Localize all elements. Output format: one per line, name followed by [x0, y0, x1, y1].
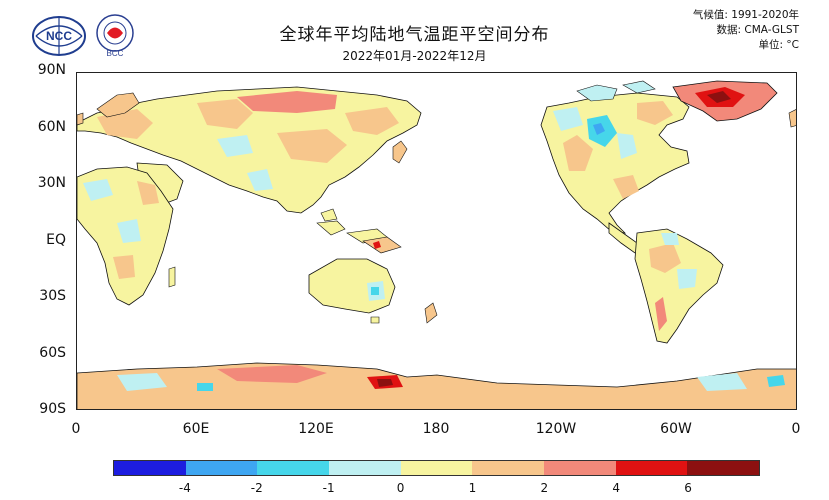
africa-warm-patch — [137, 181, 159, 205]
lat-label-30s: 30S — [39, 288, 66, 304]
color-scale-swatch — [687, 461, 760, 475]
antarctica-landmass — [77, 362, 796, 409]
india-cool-patch — [247, 169, 273, 191]
color-scale-tick-label: 0 — [396, 481, 405, 495]
color-scale-tick-label: -1 — [322, 481, 335, 495]
color-scale-swatch — [114, 461, 186, 475]
new-guinea-hot-spot — [373, 241, 381, 249]
antarctica-cool-patch-2 — [197, 383, 213, 391]
lat-label-90n: 90N — [37, 62, 66, 78]
lat-label-eq: EQ — [46, 232, 66, 248]
color-scale-swatch — [185, 461, 258, 475]
lon-label-60e: 60E — [182, 421, 210, 437]
color-scale-tick-label: -4 — [178, 481, 191, 495]
antarctica-extreme-core — [377, 379, 393, 387]
antarctica-cool-patch-1 — [117, 373, 167, 391]
africa-cool-patch-2 — [117, 219, 141, 243]
lon-label-0-east: 0 — [791, 421, 801, 437]
map-title: 全球年平均陆地气温距平空间分布 — [279, 25, 550, 45]
southeast-asia-islands — [316, 208, 388, 244]
lon-label-120w: 120W — [535, 421, 577, 437]
na-cool-patch-3 — [593, 123, 605, 135]
color-scale-tick-label: 1 — [468, 481, 477, 495]
british-isles — [77, 109, 796, 128]
europe-warm-patch — [97, 109, 153, 139]
na-cool-patch-4 — [617, 133, 637, 159]
color-scale-swatch — [257, 461, 330, 475]
meta-unit: 单位: °C — [758, 39, 799, 51]
anomaly-map — [76, 72, 797, 410]
africa-cool-patch-1 — [83, 179, 113, 201]
bcc-logo: BCC — [92, 12, 138, 58]
antarctica-warm-core — [217, 365, 327, 383]
antarctica-cool-patch-3 — [697, 373, 747, 391]
sa-cool-patch-1 — [677, 269, 697, 289]
lat-label-60n: 60N — [37, 119, 66, 135]
meta-baseline: 气候值: 1991-2020年 — [692, 9, 799, 21]
color-scale-bar — [113, 460, 760, 476]
color-scale-tick-label: 4 — [612, 481, 621, 495]
color-scale-swatch — [472, 461, 545, 475]
lon-label-180: 180 — [422, 421, 450, 437]
siberia-warm-patch-2 — [197, 99, 253, 129]
canadian-arctic-islands — [576, 80, 656, 102]
svg-text:BCC: BCC — [107, 49, 124, 58]
africa-warm-patch-2 — [113, 255, 135, 279]
central-asia-cool-patch — [217, 135, 253, 157]
meta-data-source: 数据: CMA-GLST — [716, 24, 799, 36]
cma-logo: NCC — [30, 12, 88, 58]
east-asia-warm-patch — [345, 107, 399, 135]
color-scale-swatch — [400, 461, 473, 475]
color-scale-tick-label: -2 — [250, 481, 263, 495]
scandinavia-landmass — [96, 92, 140, 118]
sa-warm-patch-1 — [649, 243, 681, 273]
na-warm-patch-2 — [637, 101, 673, 125]
lon-label-60w: 60W — [660, 421, 692, 437]
japan-islands — [392, 140, 408, 164]
sa-cool-patch-2 — [661, 233, 679, 245]
tasmania — [370, 316, 380, 324]
meta-info: 气候值: 1991-2020年 数据: CMA-GLST 单位: °C — [693, 8, 799, 53]
color-scale-swatch — [329, 461, 401, 475]
lon-label-0: 0 — [71, 421, 81, 437]
color-scale-swatch — [615, 461, 688, 475]
new-zealand — [424, 302, 438, 324]
color-scale-tick-label: 2 — [540, 481, 549, 495]
greenland-extreme-core — [707, 91, 731, 103]
na-cool-patch-1 — [553, 107, 583, 131]
siberia-warm-patch — [237, 91, 337, 113]
map-period: 2022年01月-2022年12月 — [342, 49, 487, 63]
color-scale-tick-label: 6 — [684, 481, 692, 495]
lat-label-30n: 30N — [37, 175, 66, 191]
australia-cool-patch-2 — [371, 287, 379, 295]
sa-warm-patch-2 — [655, 297, 667, 331]
north-america-landmass — [540, 92, 690, 234]
lon-label-120e: 120E — [298, 421, 334, 437]
madagascar — [168, 266, 176, 288]
lat-label-90s: 90S — [39, 401, 66, 417]
asia-warm-patch — [277, 129, 347, 163]
color-scale-swatch — [544, 461, 616, 475]
na-warm-patch-1 — [563, 135, 593, 171]
na-warm-patch-3 — [613, 175, 639, 199]
svg-text:NCC: NCC — [46, 29, 72, 43]
antarctica-cool-patch-4 — [767, 375, 785, 387]
lat-label-60s: 60S — [39, 345, 66, 361]
